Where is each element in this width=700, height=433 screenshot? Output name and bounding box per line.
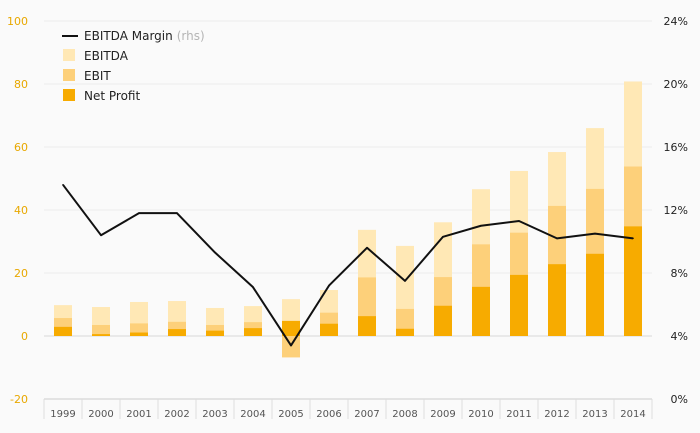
bar-net-profit xyxy=(548,264,566,336)
x-tick-label: 2009 xyxy=(430,409,455,420)
legend-label-ebit: EBIT xyxy=(84,69,111,83)
legend: EBITDA Margin (rhs) EBITDA EBIT Net Profi… xyxy=(62,29,205,103)
bar-net-profit xyxy=(396,328,414,336)
bar-net-profit xyxy=(358,316,376,336)
x-tick-label: 2008 xyxy=(392,409,417,420)
y-left-tick-label: 100 xyxy=(7,15,28,28)
line-point xyxy=(366,247,368,249)
y-right-tick-label: 20% xyxy=(664,78,688,91)
line-point xyxy=(100,234,102,236)
y-left-tick-label: -20 xyxy=(10,393,28,406)
y-left-tick-label: 0 xyxy=(21,330,28,343)
bar-net-profit xyxy=(206,330,224,336)
bar-net-profit xyxy=(54,326,72,336)
line-point xyxy=(214,251,216,254)
bar-ebit xyxy=(92,324,110,336)
line-point xyxy=(518,220,520,222)
line-point xyxy=(252,286,254,288)
x-tick-label: 2014 xyxy=(620,409,645,420)
y-left-tick-label: 60 xyxy=(14,141,28,154)
line-point xyxy=(442,235,444,238)
y-right-tick-label: 16% xyxy=(664,141,688,154)
y-left-tick-label: 20 xyxy=(14,267,28,280)
legend-swatch-ebit xyxy=(63,69,75,81)
bar-ebit xyxy=(282,336,300,358)
line-point xyxy=(328,284,330,287)
x-tick-label: 2011 xyxy=(506,409,531,420)
y-right-tick-label: 24% xyxy=(664,15,688,28)
bar-net-profit xyxy=(244,328,262,336)
bar-net-profit xyxy=(92,334,110,336)
line-point xyxy=(176,212,178,214)
x-tick-label: 2003 xyxy=(202,409,227,420)
line-point xyxy=(62,184,64,186)
line-point xyxy=(290,344,292,347)
y-right-tick-label: 0% xyxy=(671,393,688,406)
bar-net-profit xyxy=(624,226,642,336)
legend-margin-suffix: (rhs) xyxy=(177,29,205,43)
y-left-tick-label: 40 xyxy=(14,204,28,217)
line-point xyxy=(556,237,558,240)
bar-net-profit xyxy=(472,286,490,336)
bar-net-profit xyxy=(510,274,528,336)
line-point xyxy=(480,224,482,227)
y-right-tick-label: 12% xyxy=(664,204,688,217)
y-right-tick-label: 4% xyxy=(671,330,688,343)
line-point xyxy=(138,212,140,214)
axes: 100 80 60 40 20 0 -20 24% 20% 16% 12% 8% 4% 0% 1999 200… xyxy=(7,15,688,420)
y-left-tick-label: 80 xyxy=(14,78,28,91)
legend-margin-name: EBITDA Margin xyxy=(84,29,173,43)
legend-label-margin: EBITDA Margin (rhs) xyxy=(84,29,205,43)
y-right-tick-label: 8% xyxy=(671,267,688,280)
bar-net-profit xyxy=(130,332,148,336)
x-tick-label: 2001 xyxy=(126,409,151,420)
bar-net-profit xyxy=(168,329,186,336)
bar-net-profit xyxy=(320,323,338,336)
x-tick-label: 2006 xyxy=(316,409,341,420)
x-tick-label: 2005 xyxy=(278,409,303,420)
bar-net-profit xyxy=(586,253,604,336)
x-tick-label: 1999 xyxy=(50,409,75,420)
bar-net-profit xyxy=(434,305,452,336)
legend-label-net-profit: Net Profit xyxy=(84,89,140,103)
bar-net-profit xyxy=(282,320,300,336)
line-ebitda-margin xyxy=(62,184,634,347)
legend-label-ebitda: EBITDA xyxy=(84,49,129,63)
x-tick-label: 2000 xyxy=(88,409,113,420)
x-tick-label: 2007 xyxy=(354,409,379,420)
x-tick-label: 2010 xyxy=(468,409,493,420)
line-point xyxy=(632,237,634,240)
line-point xyxy=(404,280,406,282)
bar-ebit xyxy=(206,324,224,336)
x-tick-label: 2004 xyxy=(240,409,265,420)
margin-line xyxy=(62,184,634,347)
line-point xyxy=(594,232,596,235)
legend-swatch-ebitda xyxy=(63,49,75,61)
x-tick-label: 2013 xyxy=(582,409,607,420)
bars xyxy=(54,81,642,358)
x-tick-label: 2002 xyxy=(164,409,189,420)
legend-swatch-net-profit xyxy=(63,89,75,101)
x-tick-label: 2012 xyxy=(544,409,569,420)
